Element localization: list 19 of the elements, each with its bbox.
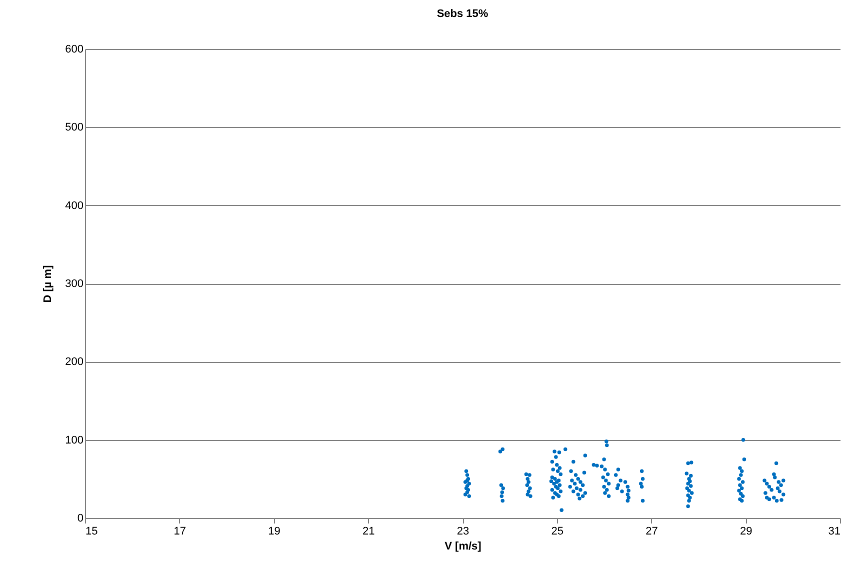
x-tick-label: 25 (551, 526, 564, 538)
y-tick-label: 500 (65, 122, 84, 134)
y-tick-label: 400 (65, 200, 84, 212)
x-tick-label: 19 (268, 526, 280, 538)
x-tick-label: 27 (646, 526, 658, 538)
y-tick-label: 0 (77, 512, 84, 524)
y-tick-label: 300 (65, 278, 84, 290)
x-tick-label: 23 (456, 526, 470, 538)
y-tick-label: 600 (65, 44, 84, 56)
x-tick-label: 31 (828, 526, 840, 538)
x-tick-label: 29 (740, 526, 752, 538)
y-axis-title: D [µ m] (42, 264, 54, 303)
chart-title: Sebs 15% (436, 8, 488, 20)
x-tick-label: 17 (174, 526, 186, 538)
x-tick-label: 21 (362, 526, 375, 538)
y-tick-label: 100 (65, 434, 84, 446)
y-tick-label: 200 (65, 356, 84, 368)
x-tick-label: 15 (86, 526, 98, 538)
x-axis-title: V [m/s] (444, 540, 482, 552)
